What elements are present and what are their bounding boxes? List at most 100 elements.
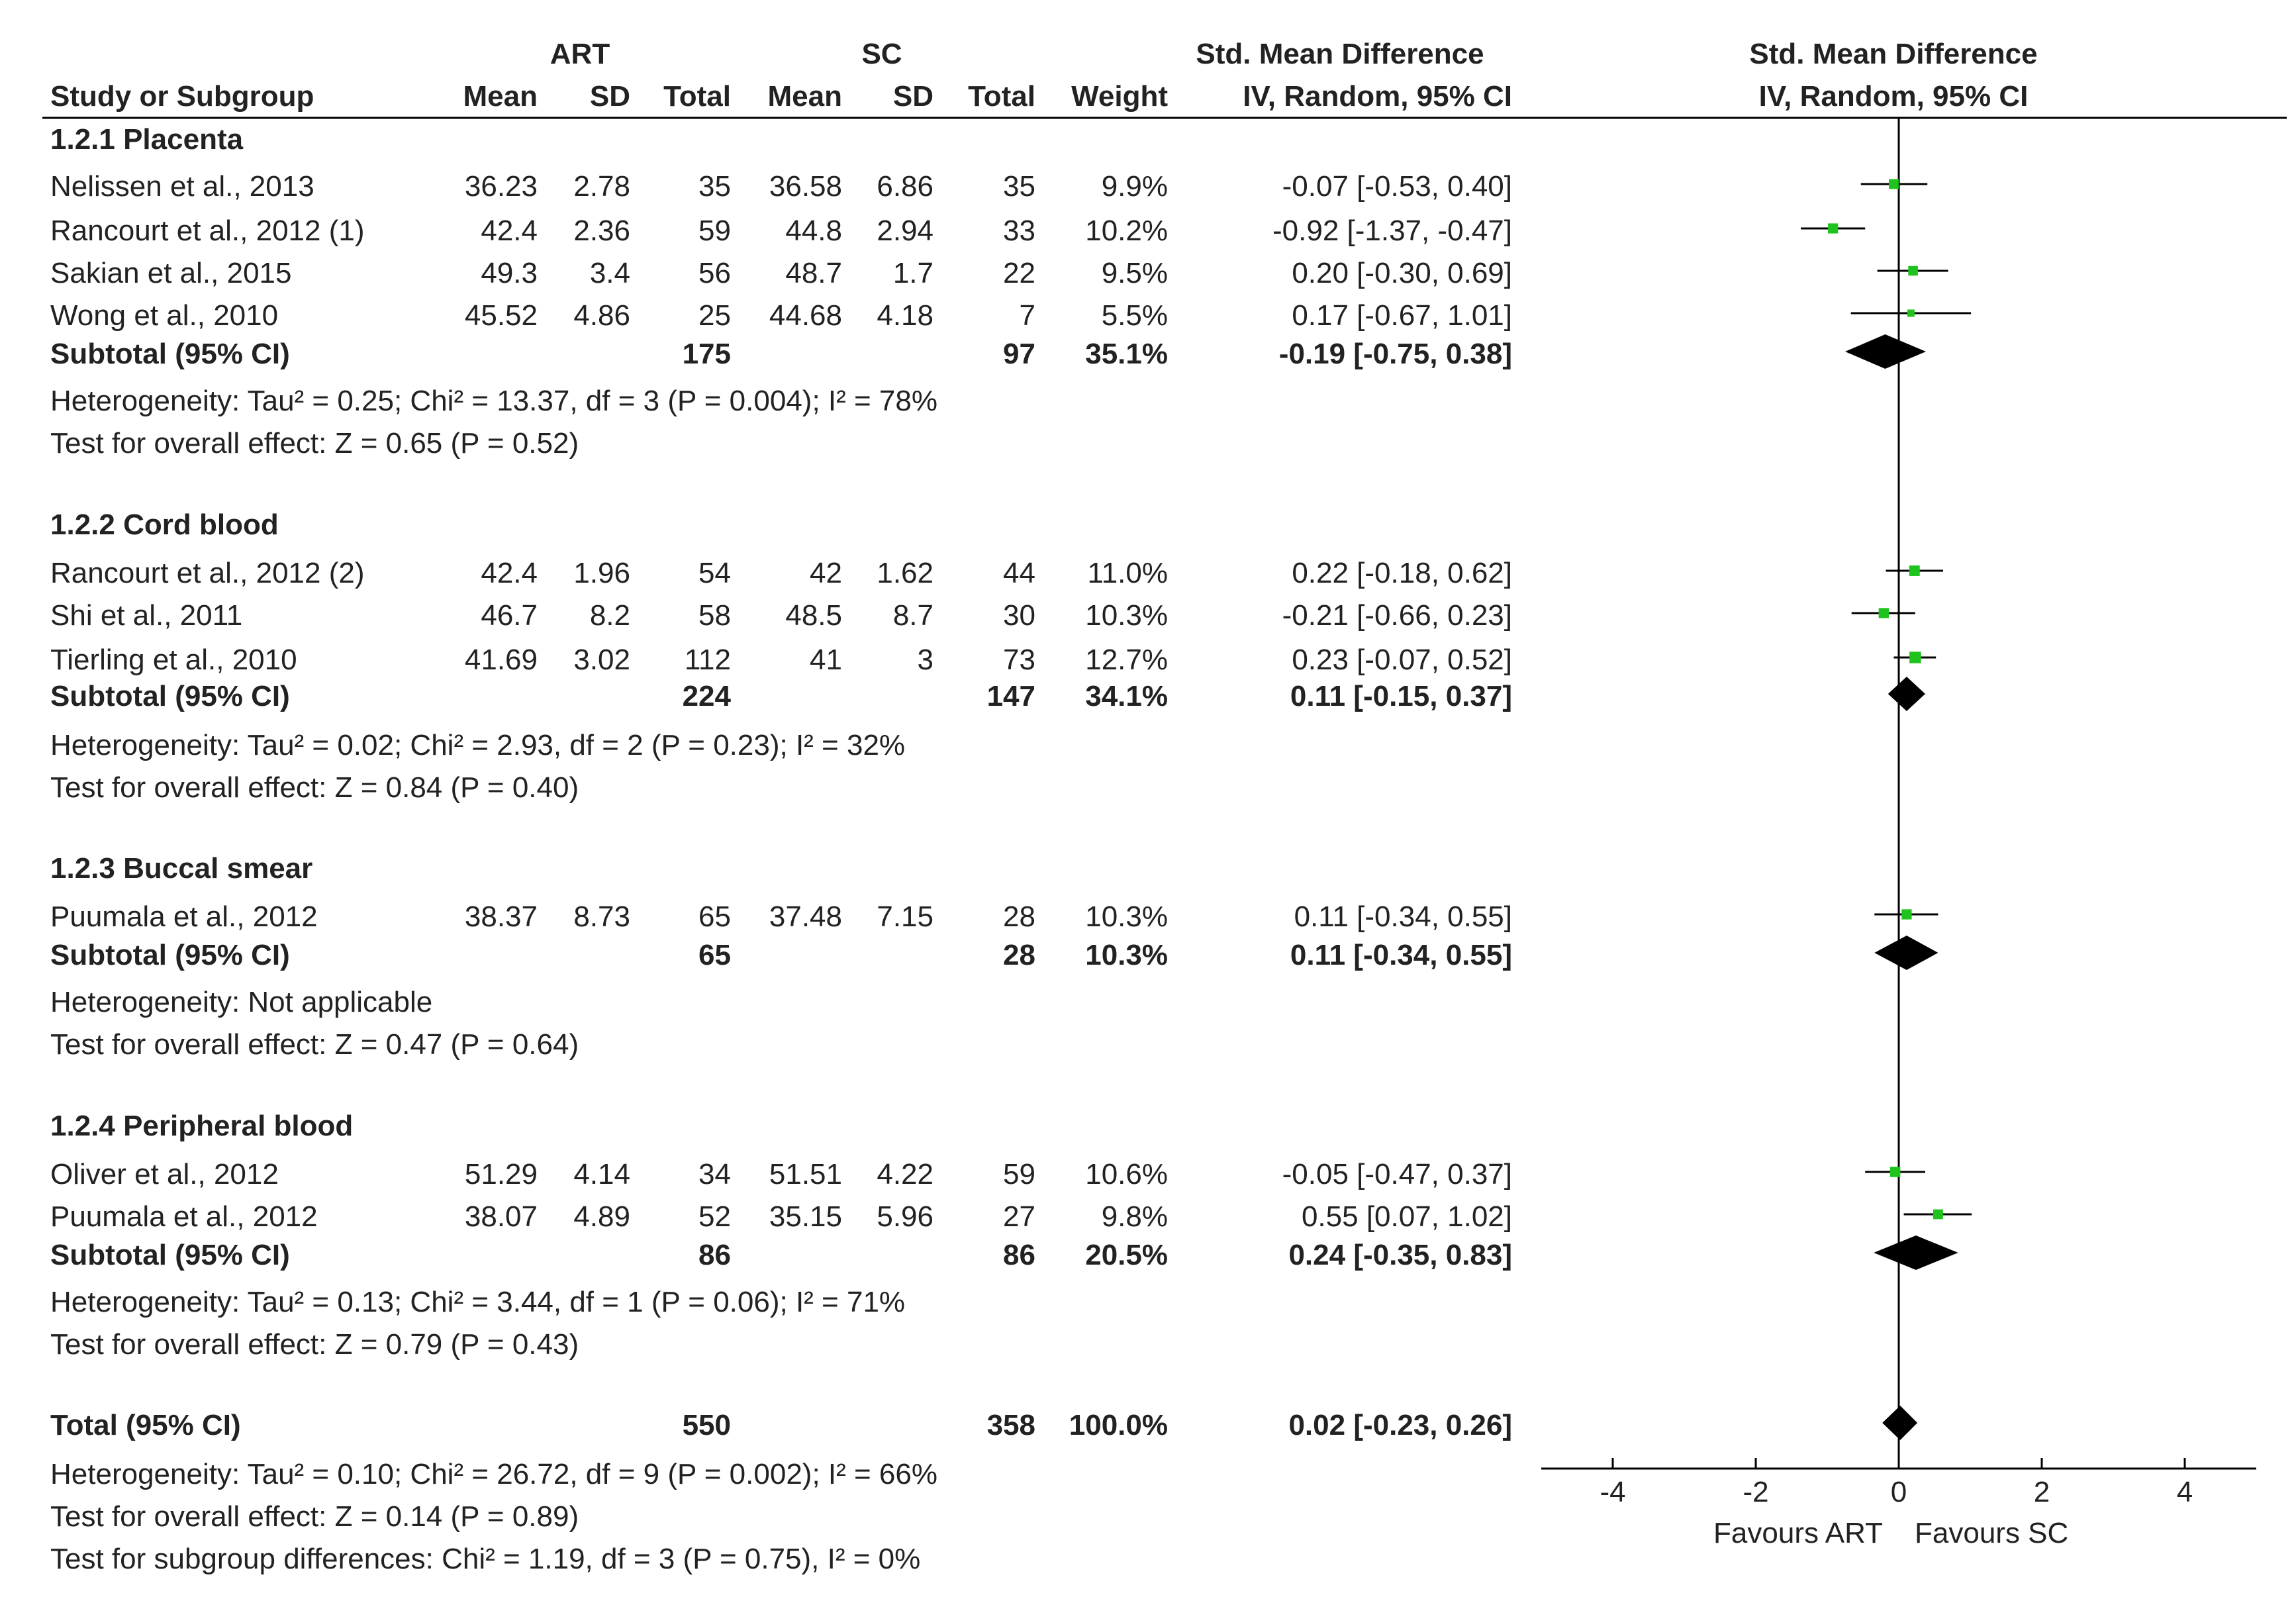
study-point xyxy=(1878,608,1889,618)
total-diamond xyxy=(1882,1406,1918,1440)
sc-sd-value: 5.96 xyxy=(877,1200,933,1233)
study-label: Sakian et al., 2015 xyxy=(50,257,291,289)
ci-value: 0.20 [-0.30, 0.69] xyxy=(1292,257,1512,289)
study-point xyxy=(1933,1209,1943,1220)
ci-value: -0.21 [-0.66, 0.23] xyxy=(1282,599,1512,632)
overall-effect-text: Test for overall effect: Z = 0.84 (P = 0… xyxy=(50,771,579,804)
weight-value: 11.0% xyxy=(1088,557,1169,589)
art-total-value: 112 xyxy=(685,644,731,676)
sc-mean-value: 36.58 xyxy=(769,170,842,203)
weight-value: 10.3% xyxy=(1085,599,1168,632)
sc-mean-value: 37.48 xyxy=(769,900,842,933)
weight-value: 5.5% xyxy=(1102,299,1168,332)
art-mean-value: 46.7 xyxy=(481,599,538,632)
subtotal-label: Subtotal (95% CI) xyxy=(50,680,290,712)
art-mean-value: 45.52 xyxy=(465,299,538,332)
favours-left-label: Favours ART xyxy=(1713,1517,1883,1549)
sc-sd-value: 3 xyxy=(918,644,933,676)
subtotal-sc-total: 97 xyxy=(1003,338,1035,370)
sc-sd-value: 4.18 xyxy=(877,299,933,332)
total-weight: 100.0% xyxy=(1069,1409,1168,1441)
total-heterogeneity-text: Heterogeneity: Tau² = 0.10; Chi² = 26.72… xyxy=(50,1458,937,1490)
study-label: Nelissen et al., 2013 xyxy=(50,170,314,203)
sc-sd-value: 2.94 xyxy=(877,215,933,247)
col-art-total-header: Total xyxy=(663,80,731,113)
art-total-value: 25 xyxy=(698,299,731,332)
art-total-value: 35 xyxy=(698,170,731,203)
sc-mean-value: 44.8 xyxy=(785,215,842,247)
weight-value: 9.5% xyxy=(1102,257,1168,289)
sc-total-value: 28 xyxy=(1003,900,1035,933)
weight-value: 9.8% xyxy=(1102,1200,1168,1233)
sc-total-value: 44 xyxy=(1003,557,1035,589)
art-total-value: 54 xyxy=(698,557,731,589)
heterogeneity-text: Heterogeneity: Tau² = 0.02; Chi² = 2.93,… xyxy=(50,729,905,761)
x-tick-label: 0 xyxy=(1891,1476,1907,1508)
subtotal-sc-total: 28 xyxy=(1003,939,1035,971)
sc-mean-value: 42 xyxy=(810,557,842,589)
subtotal-ci: -0.19 [-0.75, 0.38] xyxy=(1279,338,1512,370)
art-total-value: 56 xyxy=(698,257,731,289)
subtotal-art-total: 65 xyxy=(698,939,731,971)
sc-sd-value: 1.62 xyxy=(877,557,933,589)
subgroup-differences-text: Test for subgroup differences: Chi² = 1.… xyxy=(50,1543,920,1575)
subtotal-label: Subtotal (95% CI) xyxy=(50,1239,290,1271)
x-tick-label: 4 xyxy=(2177,1476,2193,1508)
study-point xyxy=(1901,909,1912,920)
subgroup-title: 1.2.4 Peripheral blood xyxy=(50,1110,353,1142)
favours-right-label: Favours SC xyxy=(1915,1517,2068,1549)
art-total-value: 58 xyxy=(698,599,731,632)
ci-value: 0.23 [-0.07, 0.52] xyxy=(1292,644,1512,676)
art-total-value: 65 xyxy=(698,900,731,933)
study-point xyxy=(1909,652,1921,663)
sc-group-label: SC xyxy=(861,38,902,70)
subtotal-art-total: 175 xyxy=(683,338,731,370)
sc-sd-value: 1.7 xyxy=(893,257,933,289)
overall-effect-text: Test for overall effect: Z = 0.47 (P = 0… xyxy=(50,1028,579,1061)
sc-mean-value: 41 xyxy=(810,644,842,676)
subtotal-weight: 34.1% xyxy=(1085,680,1168,712)
art-mean-value: 36.23 xyxy=(465,170,538,203)
art-sd-value: 2.36 xyxy=(573,215,630,247)
subtotal-label: Subtotal (95% CI) xyxy=(50,939,290,971)
study-point xyxy=(1888,179,1899,189)
weight-value: 12.7% xyxy=(1085,644,1168,676)
art-mean-value: 51.29 xyxy=(465,1158,538,1190)
subtotal-ci: 0.11 [-0.15, 0.37] xyxy=(1290,680,1512,712)
weight-value: 9.9% xyxy=(1102,170,1168,203)
sc-total-value: 59 xyxy=(1003,1158,1035,1190)
art-total-value: 59 xyxy=(698,215,731,247)
subtotal-diamond xyxy=(1845,334,1927,369)
ci-value: -0.05 [-0.47, 0.37] xyxy=(1282,1158,1512,1190)
ci-value: -0.07 [-0.53, 0.40] xyxy=(1282,170,1512,203)
col-sc-total-header: Total xyxy=(968,80,1035,113)
col-study-header: Study or Subgroup xyxy=(50,80,314,113)
sc-total-value: 30 xyxy=(1003,599,1035,632)
sc-total-value: 7 xyxy=(1020,299,1035,332)
study-label: Rancourt et al., 2012 (2) xyxy=(50,557,364,589)
subtotal-diamond xyxy=(1874,936,1938,970)
subtotal-ci: 0.11 [-0.34, 0.55] xyxy=(1290,939,1512,971)
total-sc-total: 358 xyxy=(987,1409,1035,1441)
study-label: Tierling et al., 2010 xyxy=(50,644,297,676)
weight-value: 10.2% xyxy=(1085,215,1168,247)
sc-total-value: 22 xyxy=(1003,257,1035,289)
study-point xyxy=(1889,1167,1901,1177)
x-tick-label: 2 xyxy=(2034,1476,2050,1508)
total-art-total: 550 xyxy=(683,1409,731,1441)
art-sd-value: 3.4 xyxy=(590,257,630,289)
ci-value: 0.55 [0.07, 1.02] xyxy=(1302,1200,1512,1233)
art-mean-value: 42.4 xyxy=(481,215,538,247)
sc-total-value: 33 xyxy=(1003,215,1035,247)
subtotal-weight: 20.5% xyxy=(1085,1239,1168,1271)
sc-sd-value: 4.22 xyxy=(877,1158,933,1190)
subtotal-art-total: 86 xyxy=(698,1239,731,1271)
study-point xyxy=(1828,223,1839,234)
subtotal-art-total: 224 xyxy=(683,680,732,712)
subtotal-diamond xyxy=(1888,677,1925,711)
study-point xyxy=(1908,266,1918,276)
col-art-mean-header: Mean xyxy=(463,80,538,113)
x-tick-label: -2 xyxy=(1743,1476,1768,1508)
art-sd-value: 3.02 xyxy=(573,644,630,676)
subtotal-sc-total: 147 xyxy=(987,680,1035,712)
